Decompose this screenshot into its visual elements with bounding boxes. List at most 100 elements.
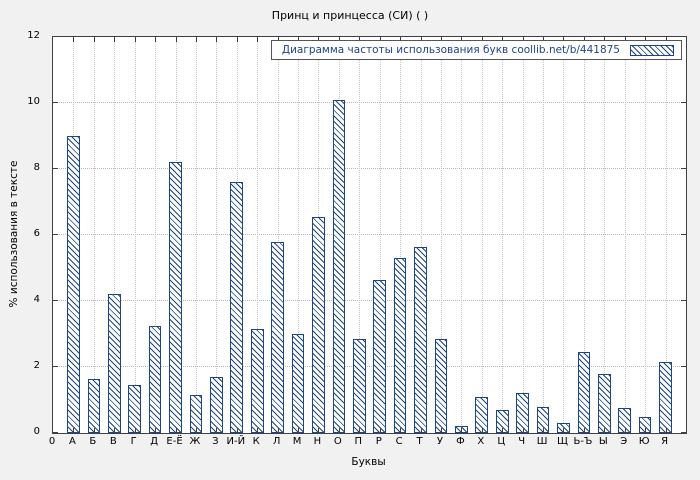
x-tick-label: Б — [89, 436, 97, 447]
tick-mark — [155, 37, 157, 42]
x-origin-label: 0 — [48, 436, 56, 447]
tick-mark — [645, 37, 647, 42]
tick-mark — [175, 428, 177, 433]
tick-mark — [681, 102, 686, 103]
v-gridline — [277, 37, 279, 433]
x-tick-label: Ц — [497, 436, 506, 447]
tick-mark — [461, 428, 463, 433]
bar — [659, 362, 672, 433]
y-tick-label: 0 — [33, 426, 40, 437]
tick-mark — [481, 37, 483, 42]
y-tick-label: 12 — [27, 30, 40, 41]
legend-swatch — [630, 44, 674, 56]
tick-mark — [114, 37, 116, 42]
tick-mark — [73, 428, 75, 433]
v-gridline — [400, 37, 402, 433]
v-gridline — [665, 37, 667, 433]
tick-mark — [93, 37, 95, 42]
tick-mark — [53, 102, 58, 103]
tick-mark — [440, 37, 442, 42]
tick-mark — [543, 37, 545, 42]
v-gridline — [461, 37, 463, 433]
y-tick-label: 8 — [33, 162, 40, 174]
h-gridline — [53, 102, 686, 103]
tick-mark — [338, 37, 340, 42]
tick-mark — [604, 37, 606, 42]
x-tick-label: Ю — [638, 436, 650, 447]
bar — [67, 136, 80, 433]
h-gridline — [53, 300, 686, 302]
tick-mark — [134, 428, 136, 433]
tick-mark — [236, 428, 238, 433]
tick-mark — [298, 37, 300, 42]
tick-mark — [440, 428, 442, 433]
x-tick-label: З — [212, 436, 219, 447]
x-tick-label: О — [333, 436, 342, 447]
tick-mark — [318, 37, 320, 42]
x-tick-label: У — [436, 436, 443, 447]
tick-mark — [236, 37, 238, 42]
x-axis-ticks: 0 А Б В Г Д Е-Ё Ж З И-Й К Л М Н О П Р С Т У Ф Х Ц Ч Ш Щ Ь-Ъ Ы Э Ю Я — [48, 436, 685, 451]
y-tick-label: 2 — [33, 360, 40, 372]
x-tick-label: Е-Ё — [166, 436, 183, 447]
bar — [352, 338, 366, 433]
v-gridline — [563, 37, 565, 433]
bar — [414, 246, 427, 433]
v-gridline — [216, 37, 218, 433]
tick-mark — [522, 37, 524, 42]
bar — [128, 385, 141, 433]
tick-mark — [681, 300, 686, 302]
tick-mark — [420, 37, 422, 42]
x-tick-label: Ы — [598, 436, 608, 447]
bar — [210, 376, 223, 433]
tick-mark — [563, 428, 565, 433]
tick-mark — [502, 428, 504, 433]
x-tick-label: А — [68, 436, 76, 447]
v-gridline — [645, 37, 647, 433]
tick-mark — [681, 234, 686, 235]
x-axis-label: Буквы — [351, 456, 386, 468]
tick-mark — [175, 37, 177, 42]
legend: Диаграмма частоты использования букв coo… — [270, 40, 682, 60]
tick-mark — [624, 428, 626, 433]
tick-mark — [522, 428, 524, 433]
tick-mark — [134, 37, 136, 42]
tick-mark — [681, 168, 686, 170]
x-tick-label: Н — [313, 436, 322, 447]
v-gridline — [522, 37, 524, 433]
tick-mark — [359, 37, 361, 42]
tick-mark — [502, 37, 504, 42]
v-gridline — [134, 37, 136, 433]
tick-mark — [53, 366, 58, 368]
bar — [393, 258, 407, 433]
x-tick-label: Ж — [189, 436, 201, 447]
tick-mark — [481, 428, 483, 433]
v-gridline — [379, 37, 381, 433]
tick-mark — [681, 36, 686, 37]
tick-mark — [277, 37, 279, 42]
tick-mark — [338, 428, 340, 433]
x-tick-label: Щ — [557, 436, 568, 447]
x-tick-label: К — [252, 436, 260, 447]
x-tick-label: Я — [661, 436, 669, 447]
tick-mark — [53, 234, 58, 235]
tick-mark — [318, 428, 320, 433]
bar — [434, 338, 448, 433]
x-tick-label: Р — [375, 436, 382, 447]
tick-mark — [563, 37, 565, 42]
y-tick-label: 6 — [33, 228, 40, 239]
legend-label: Диаграмма частоты использования букв coo… — [281, 44, 620, 56]
y-tick-label: 4 — [33, 294, 40, 306]
x-tick-label: Д — [150, 436, 158, 447]
plot-area: Диаграмма частоты использования букв coo… — [52, 36, 687, 434]
tick-mark — [665, 428, 667, 433]
tick-mark — [681, 366, 686, 368]
bar — [87, 378, 101, 433]
v-gridline — [155, 37, 157, 433]
tick-mark — [155, 428, 157, 433]
tick-mark — [461, 37, 463, 42]
tick-mark — [543, 428, 545, 433]
h-gridline — [53, 168, 686, 170]
x-tick-label: И-Й — [226, 436, 246, 447]
tick-mark — [583, 428, 585, 433]
